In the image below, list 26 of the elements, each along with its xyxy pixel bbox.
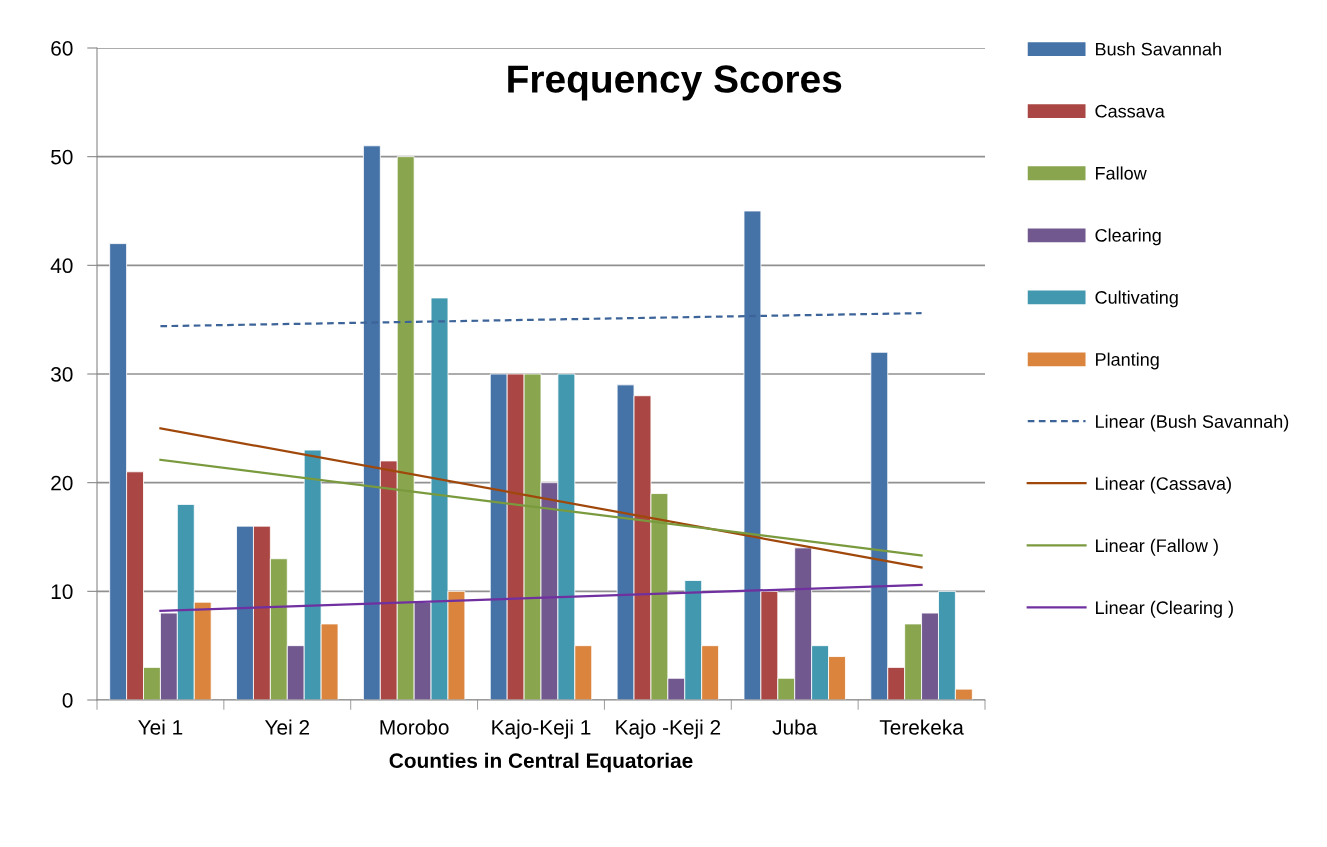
legend-label: Linear (Cassava) [1096, 476, 1231, 494]
legend-label: Fallow [1096, 166, 1147, 180]
y-tick-label: 20 [51, 475, 73, 491]
x-tick-label: Terekeka [879, 719, 964, 735]
legend-label: Linear (Bush Savannah) [1096, 414, 1289, 432]
legend-label: Planting [1096, 352, 1159, 370]
y-tick-label: 30 [51, 367, 73, 382]
x-tick-label: Kajo-Keji 1 [492, 719, 591, 739]
chart-title: Frequency Scores [508, 65, 842, 101]
x-tick-label: Yei 1 [138, 719, 183, 735]
x-axis-title: Counties in Central Equatoriae [389, 752, 693, 773]
legend-label: Cassava [1095, 104, 1165, 118]
x-tick-label: Yei 2 [264, 719, 310, 735]
legend-label: Bush Savannah [1096, 42, 1221, 56]
y-tick-label: 50 [51, 149, 73, 165]
legend-label: Linear (Fallow ) [1096, 538, 1218, 556]
y-tick-label: 60 [51, 41, 73, 56]
legend-label: Clearing [1095, 228, 1161, 246]
y-tick-label: 0 [62, 693, 73, 708]
y-tick-label: 40 [50, 258, 73, 274]
y-tick-label: 10 [51, 584, 73, 600]
legend-label: Cultivating [1095, 290, 1178, 308]
legend-label: Linear (Clearing ) [1096, 600, 1233, 618]
x-tick-label: Juba [772, 719, 818, 735]
x-tick-label: Kajo -Keji 2 [616, 719, 721, 739]
x-tick-label: Morobo [380, 719, 449, 735]
